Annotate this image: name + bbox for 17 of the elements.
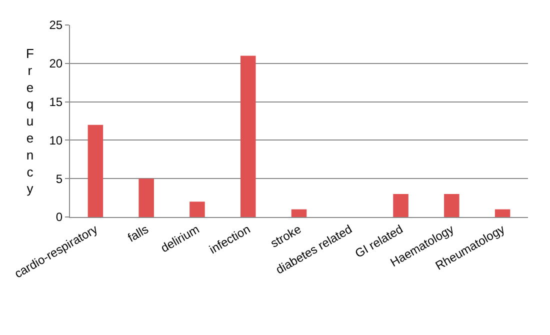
x-tick-label: stroke	[268, 222, 304, 251]
bar	[393, 194, 408, 217]
y-tick-label: 0	[56, 210, 63, 224]
x-tick-label: falls	[125, 222, 151, 245]
bar	[88, 124, 104, 217]
y-tick-label: 25	[49, 18, 63, 32]
y-tick-label: 5	[56, 172, 63, 186]
y-tick-label: 10	[49, 133, 63, 148]
bar	[190, 202, 205, 217]
bar	[240, 56, 256, 217]
y-tick-label: 15	[49, 95, 63, 109]
bar	[444, 194, 460, 217]
bar	[291, 209, 307, 217]
text: Frequency	[26, 46, 34, 196]
bar	[138, 178, 154, 217]
y-tick-label: 20	[49, 56, 63, 71]
bar	[494, 209, 510, 217]
